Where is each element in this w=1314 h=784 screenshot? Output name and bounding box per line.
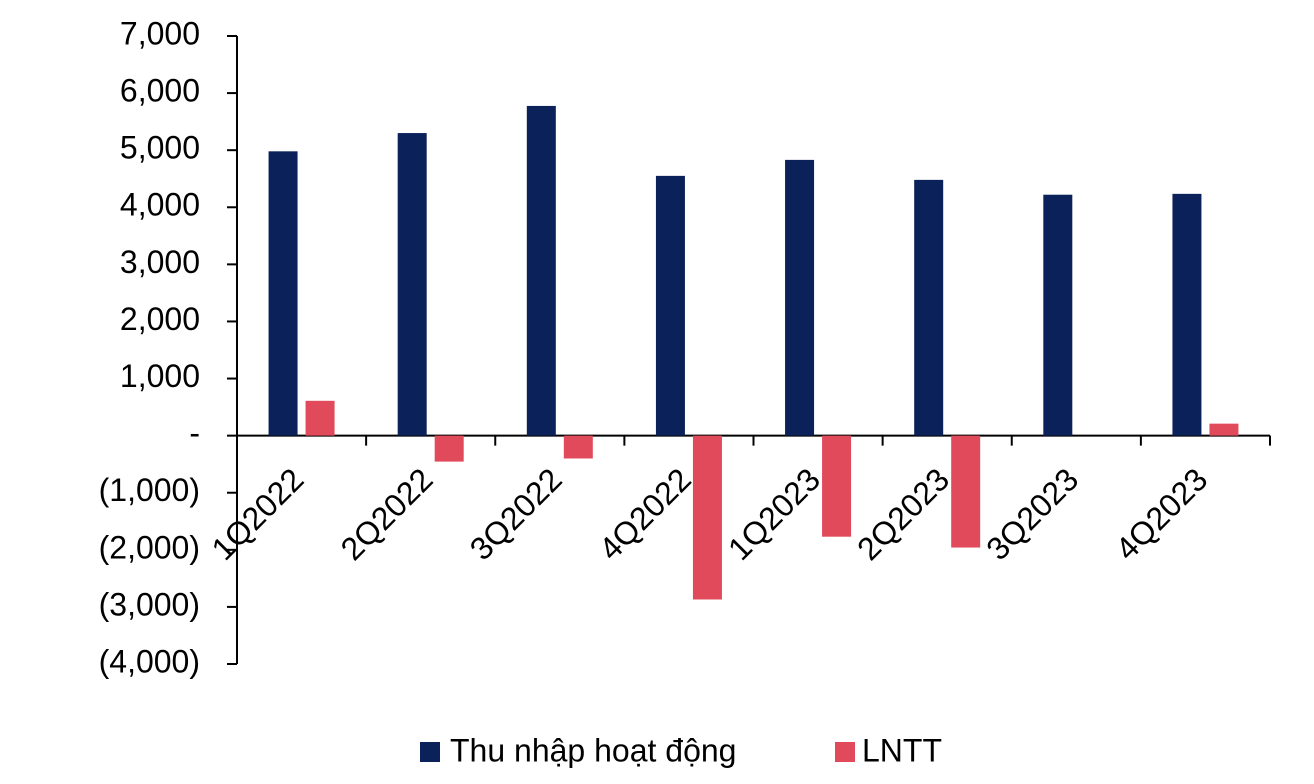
y-tick-label: 6,000 (120, 73, 200, 109)
y-tick-label: - (189, 415, 200, 451)
y-tick-label: (3,000) (99, 586, 200, 622)
bar (785, 159, 815, 436)
legend-label: LNTT (862, 732, 942, 768)
x-tick-label: 1Q2023 (721, 461, 827, 567)
x-tick-label: 2Q2022 (334, 461, 440, 567)
bar (1043, 194, 1073, 436)
bar (434, 435, 464, 462)
bar (822, 435, 852, 537)
y-tick-label: 1,000 (120, 358, 200, 394)
y-tick-label: 3,000 (120, 244, 200, 280)
bar (526, 105, 556, 436)
y-tick-label: (2,000) (99, 529, 200, 565)
legend-label: Thu nhập hoạt động (450, 732, 736, 768)
bar (268, 151, 298, 436)
bar (914, 179, 944, 436)
x-tick-label: 3Q2022 (463, 461, 569, 567)
legend-swatch (420, 742, 440, 762)
x-tick-label: 1Q2022 (205, 461, 311, 567)
y-tick-label: 4,000 (120, 187, 200, 223)
y-tick-label: 2,000 (120, 301, 200, 337)
bar (692, 435, 722, 600)
bar (397, 133, 427, 436)
x-tick-label: 2Q2023 (850, 461, 956, 567)
bar (1209, 423, 1239, 436)
bar (951, 435, 981, 548)
legend-swatch (835, 742, 855, 762)
bar (563, 435, 593, 459)
bar (655, 175, 685, 436)
x-tick-label: 3Q2023 (979, 461, 1085, 567)
y-tick-label: 7,000 (120, 15, 200, 51)
y-tick-label: 5,000 (120, 130, 200, 166)
x-tick-label: 4Q2023 (1108, 461, 1214, 567)
y-tick-label: (4,000) (99, 643, 200, 679)
bar (305, 400, 335, 436)
y-tick-label: (1,000) (99, 472, 200, 508)
x-tick-label: 4Q2022 (592, 461, 698, 567)
bar (1172, 193, 1202, 436)
